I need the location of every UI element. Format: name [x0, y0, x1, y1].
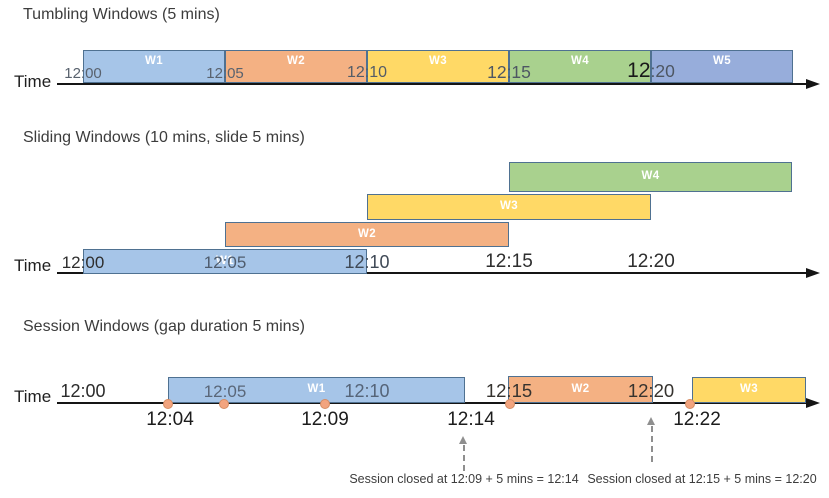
sliding-tick-12-20: 12:20 — [627, 251, 675, 272]
session-tick-12-10: 12:10 — [344, 381, 390, 401]
tumbling-title: Tumbling Windows (5 mins) — [23, 6, 220, 23]
session-window-box-w2: W2 — [508, 376, 653, 403]
tumbling-tick-12-20-minute: :20 — [650, 61, 675, 81]
session-note-arrow-icon-2 — [647, 417, 655, 425]
sliding-tick-12-05: 12:05 — [203, 253, 247, 272]
session-title: Session Windows (gap duration 5 mins) — [23, 318, 305, 335]
event-dot-12-22 — [685, 399, 695, 409]
tumbling-tick-12-10: 12:10 — [346, 64, 388, 81]
window-label-w2: W2 — [571, 382, 590, 395]
window-label-w5: W5 — [712, 55, 732, 67]
session-axis-arrowhead-icon — [806, 398, 820, 408]
event-dot-12-04 — [163, 399, 173, 409]
tumbling-time-axis-label: Time — [14, 72, 52, 91]
sliding-tick-12-15: 12:15 — [485, 251, 533, 272]
sliding-window-box-w2: W2 — [225, 222, 509, 247]
session-tick-12-15: 12:15 — [485, 379, 533, 401]
tumbling-tick-12-15: 12:15 — [487, 61, 531, 82]
session-time-axis — [57, 402, 807, 404]
event-dot-12-15 — [505, 399, 515, 409]
sliding-tick-12-10: 12:10 — [344, 252, 390, 272]
sliding-window-box-w3: W3 — [367, 194, 651, 220]
window-label-w3: W3 — [499, 200, 519, 213]
event-time-label-12-09: 12:09 — [301, 409, 349, 430]
window-label-w1: W1 — [215, 254, 235, 267]
tumbling-window-box-w5: W5 — [651, 50, 793, 83]
sliding-window-box-w1: W1 — [83, 249, 367, 274]
event-dot-12-09 — [320, 399, 330, 409]
window-label-w1: W1 — [144, 55, 164, 67]
tumbling-tick-12-20: 12:20 — [627, 60, 675, 81]
event-time-label-12-22: 12:22 — [673, 409, 721, 430]
window-label-w1: W1 — [307, 383, 326, 396]
session-window-box-w3: W3 — [692, 377, 806, 403]
tumbling-window-box-w3: W3 — [367, 50, 509, 83]
sliding-window-box-w4: W4 — [509, 162, 792, 192]
session-tick-12-20: 12:20 — [627, 379, 675, 401]
sliding-axis-arrowhead-icon — [806, 268, 820, 278]
sliding-tick-12-00: 12:00 — [61, 253, 105, 272]
window-label-w3: W3 — [739, 383, 759, 396]
window-label-w2: W2 — [286, 55, 306, 67]
window-label-w4: W4 — [570, 55, 590, 67]
window-label-w2: W2 — [357, 227, 377, 240]
session-tick-12-00: 12:00 — [60, 381, 106, 401]
window-label-w4: W4 — [641, 170, 660, 183]
event-dot-12-05 — [219, 399, 229, 409]
tumbling-tick-12-20-hour: 12 — [627, 59, 651, 82]
tumbling-tick-12-05: 12:05 — [206, 65, 244, 82]
tumbling-time-axis — [57, 83, 807, 85]
session-annotation-2: Session closed at 12:15 + 5 mins = 12:20 — [587, 472, 817, 486]
tumbling-window-box-w4: W4 — [509, 50, 651, 83]
event-time-label-12-04: 12:04 — [146, 409, 194, 430]
tumbling-window-box-w1: W1 — [83, 50, 225, 83]
sliding-time-axis — [57, 272, 807, 274]
event-time-label-12-14: 12:14 — [447, 409, 495, 430]
session-note-arrow-stem-1 — [463, 445, 465, 471]
sliding-title: Sliding Windows (10 mins, slide 5 mins) — [23, 129, 305, 146]
session-note-arrow-stem-2 — [651, 426, 653, 462]
window-label-w3: W3 — [428, 55, 448, 67]
session-tick-12-05: 12:05 — [203, 382, 247, 401]
tumbling-tick-12-00: 12:00 — [64, 65, 102, 82]
session-annotation-1: Session closed at 12:09 + 5 mins = 12:14 — [349, 472, 579, 486]
tumbling-axis-arrowhead-icon — [806, 79, 820, 89]
sliding-time-axis-label: Time — [14, 256, 52, 275]
session-time-axis-label: Time — [14, 387, 52, 406]
tumbling-window-box-w2: W2 — [225, 50, 367, 83]
session-window-box-w1: W1 — [168, 377, 465, 403]
session-note-arrow-icon-1 — [459, 436, 467, 444]
